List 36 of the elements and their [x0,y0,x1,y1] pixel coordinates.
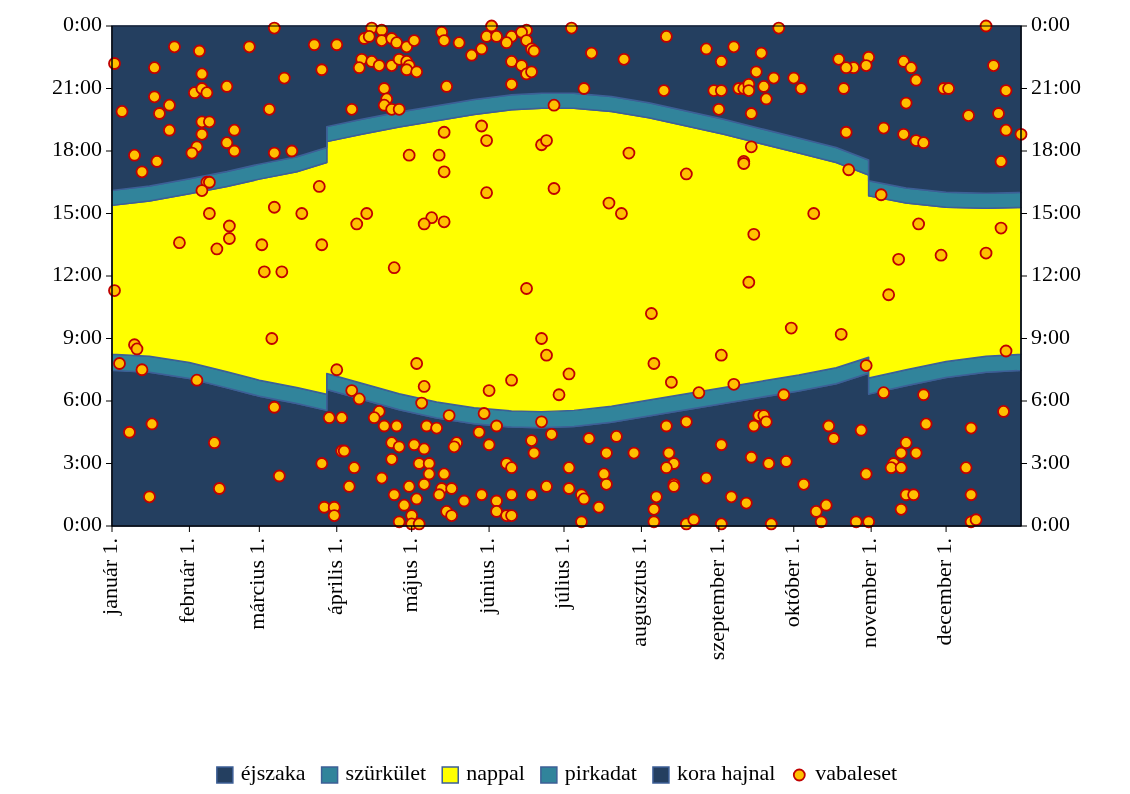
y-tick-label: 0:00 [62,511,102,537]
y2-tick-label: 0:00 [1031,11,1071,37]
y-tick-label: 21:00 [51,73,102,99]
legend-label: nappal [466,760,525,786]
legend-label: kora hajnal [676,760,776,786]
legend-label: szürkület [345,760,427,786]
y2-tick-label: 21:00 [1031,73,1082,99]
y-tick-label: 15:00 [51,198,102,224]
x-tick-label: április 1. [321,538,347,615]
y2-tick-label: 0:00 [1031,511,1071,537]
x-tick-label: február 1. [174,538,200,624]
x-tick-label: december 1. [931,538,957,646]
y-tick-label: 9:00 [62,323,102,349]
y-tick-label: 12:00 [51,261,102,287]
y-tick-label: 0:00 [62,11,102,37]
y-tick-label: 6:00 [62,386,102,412]
y2-tick-label: 12:00 [1031,261,1082,287]
x-tick-label: november 1. [856,538,882,648]
legend-label: pirkadat [564,760,637,786]
y2-tick-label: 18:00 [1031,136,1082,162]
x-tick-label: május 1. [396,538,422,613]
x-tick-label: október 1. [778,538,804,628]
x-tick-label: március 1. [244,538,270,630]
legend-label: vabaleset [815,760,898,786]
x-tick-label: szeptember 1. [703,538,729,661]
x-tick-label: augusztus 1. [626,538,652,647]
x-tick-label: július 1. [549,538,575,610]
x-tick-label: június 1. [474,538,500,615]
y-tick-label: 3:00 [62,448,102,474]
x-tick-label: január 1. [97,538,123,616]
y-tick-label: 18:00 [51,136,102,162]
y2-tick-label: 9:00 [1031,323,1071,349]
legend-label: éjszaka [240,760,306,786]
y2-tick-label: 3:00 [1031,448,1071,474]
y2-tick-label: 6:00 [1031,386,1071,412]
y2-tick-label: 15:00 [1031,198,1082,224]
